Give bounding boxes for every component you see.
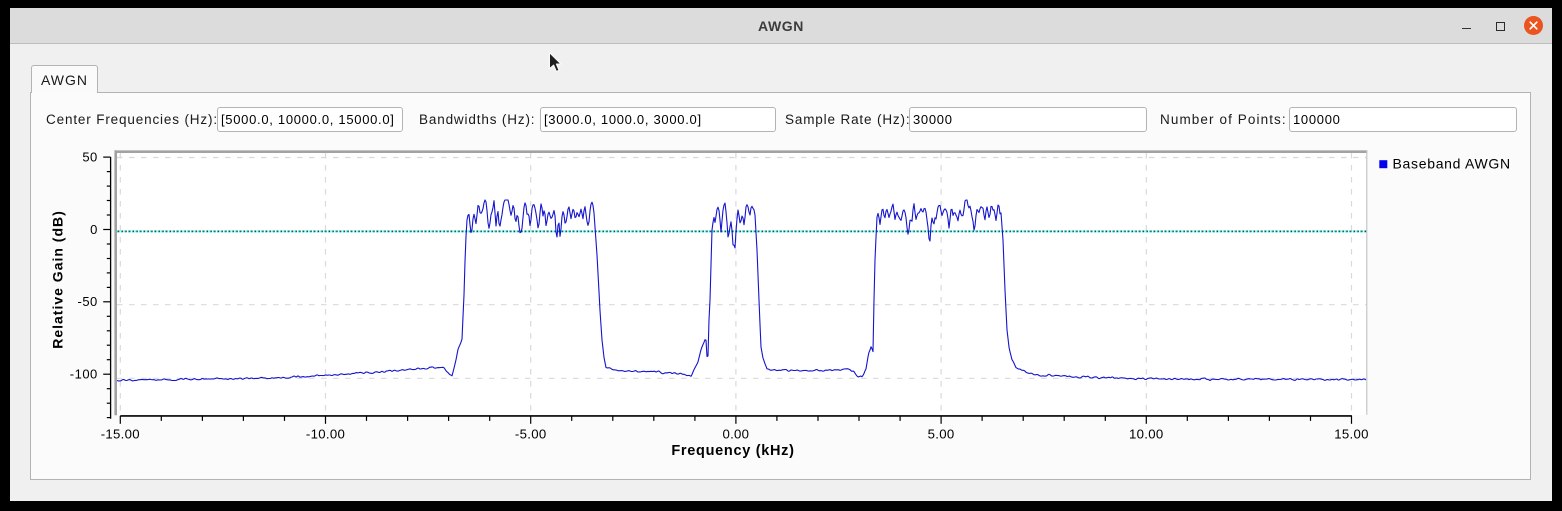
svg-text:5.00: 5.00	[928, 427, 955, 442]
svg-text:-50: -50	[78, 294, 98, 309]
svg-text:Relative Gain (dB): Relative Gain (dB)	[50, 210, 66, 349]
svg-text:-15.00: -15.00	[101, 427, 140, 442]
svg-text:-100: -100	[70, 367, 98, 382]
svg-text:-10.00: -10.00	[306, 427, 345, 442]
svg-text:Baseband AWGN: Baseband AWGN	[1393, 156, 1511, 172]
svg-text:10.00: 10.00	[1129, 427, 1164, 442]
svg-text:50: 50	[82, 150, 97, 165]
svg-text:Frequency (kHz): Frequency (kHz)	[671, 443, 794, 459]
svg-text:15.00: 15.00	[1334, 427, 1369, 442]
svg-text:0: 0	[90, 222, 98, 237]
svg-text:0.00: 0.00	[722, 427, 749, 442]
svg-text:-5.00: -5.00	[515, 427, 547, 442]
